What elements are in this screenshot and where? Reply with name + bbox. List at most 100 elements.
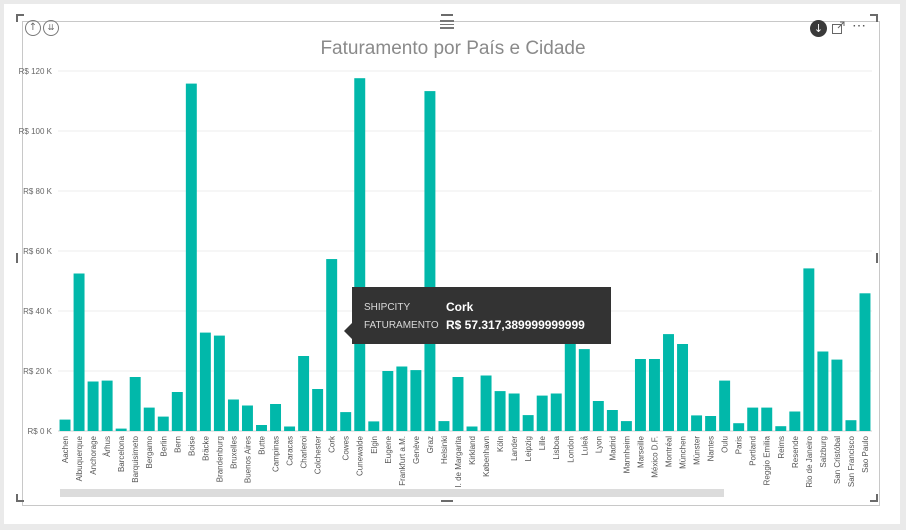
bar-madrid[interactable] bbox=[606, 410, 618, 431]
bar-caracas[interactable] bbox=[284, 426, 296, 432]
bar-charleroi[interactable] bbox=[298, 356, 310, 431]
bar-nantes[interactable] bbox=[705, 416, 717, 431]
bar-br-cke[interactable] bbox=[199, 332, 211, 431]
bar-campinas[interactable] bbox=[270, 404, 282, 431]
x-tick-label: Sao Paulo bbox=[861, 435, 870, 472]
x-tick-label: Köln bbox=[496, 436, 505, 452]
bar-lille[interactable] bbox=[536, 395, 548, 431]
x-tick-label: San Francisco bbox=[847, 435, 856, 487]
bar-barquisimeto[interactable] bbox=[129, 377, 141, 431]
bar-bern[interactable] bbox=[171, 392, 183, 431]
resize-handle-bottom-left[interactable] bbox=[16, 500, 24, 502]
bar-boise[interactable] bbox=[185, 83, 197, 431]
bar-berlin[interactable] bbox=[157, 416, 169, 431]
chart-visual-container[interactable] bbox=[22, 21, 880, 506]
x-tick-label: Lyon bbox=[594, 436, 603, 453]
bar-i-de-margarita[interactable] bbox=[452, 377, 464, 431]
x-tick-label: Bergamo bbox=[145, 435, 154, 468]
bar-graz[interactable] bbox=[424, 91, 436, 431]
resize-handle-top-right-v[interactable] bbox=[876, 14, 878, 22]
x-tick-label: Cork bbox=[328, 435, 337, 453]
bar-san-francisco[interactable] bbox=[845, 420, 857, 431]
bar-portland[interactable] bbox=[747, 407, 759, 431]
resize-handle-top[interactable] bbox=[441, 14, 453, 16]
x-tick-label: Marseille bbox=[636, 435, 645, 468]
bar-reggio-emilia[interactable] bbox=[761, 407, 773, 431]
bar-helsinki[interactable] bbox=[438, 421, 450, 431]
bar-london[interactable] bbox=[564, 336, 576, 432]
bar-k-ln[interactable] bbox=[494, 391, 506, 431]
drill-up-icon[interactable]: ↑ bbox=[25, 20, 41, 36]
bar-oulu[interactable] bbox=[719, 380, 731, 431]
bar-lander[interactable] bbox=[508, 393, 520, 432]
bar-frankfurt-a-m-[interactable] bbox=[396, 366, 408, 432]
bar-paris[interactable] bbox=[733, 423, 745, 431]
drill-down-all-icon[interactable]: ⇊ bbox=[43, 20, 59, 36]
bar-lyon[interactable] bbox=[592, 401, 604, 431]
resize-handle-right[interactable] bbox=[876, 253, 878, 263]
bar-cowes[interactable] bbox=[340, 412, 352, 431]
bar-m-nster[interactable] bbox=[691, 415, 703, 431]
bar-aachen[interactable] bbox=[59, 419, 71, 431]
drag-handle-icon[interactable] bbox=[440, 19, 454, 29]
bar-montr-al[interactable] bbox=[663, 334, 674, 431]
x-tick-label: Berlin bbox=[159, 436, 168, 456]
x-tick-label: Buenos Aires bbox=[243, 436, 252, 483]
y-tick-label: R$ 60 K bbox=[23, 247, 53, 256]
bar-salzburg[interactable] bbox=[817, 351, 829, 432]
drill-mode-icon[interactable]: ↓ bbox=[810, 20, 827, 37]
x-tick-label: Campinas bbox=[272, 436, 281, 472]
bar-sao-paulo[interactable] bbox=[859, 293, 871, 431]
bar-albuquerque[interactable] bbox=[73, 273, 85, 432]
bar-colchester[interactable] bbox=[312, 389, 324, 431]
bar-marseille[interactable] bbox=[634, 359, 646, 431]
x-tick-label: Bern bbox=[173, 436, 182, 453]
bar-rio-de-janeiro[interactable] bbox=[803, 268, 815, 431]
bar-mannheim[interactable] bbox=[620, 421, 632, 431]
x-tick-label: Portland bbox=[749, 436, 758, 466]
x-tick-label: Eugene bbox=[384, 435, 393, 463]
tooltip-value-shipcity: Cork bbox=[446, 300, 474, 314]
resize-handle-top-left-v[interactable] bbox=[16, 14, 18, 22]
bar-brandenburg[interactable] bbox=[213, 335, 225, 431]
more-options-icon[interactable]: ⋯ bbox=[852, 17, 867, 33]
resize-handle-bottom[interactable] bbox=[441, 500, 453, 502]
bar-reims[interactable] bbox=[775, 426, 787, 431]
bar-kirkland[interactable] bbox=[466, 426, 478, 432]
horizontal-scrollbar[interactable] bbox=[60, 489, 724, 497]
resize-handle-bottom-right-v[interactable] bbox=[876, 494, 878, 502]
bar-anchorage[interactable] bbox=[87, 381, 99, 432]
bar-elgin[interactable] bbox=[368, 421, 380, 431]
bar--rhus[interactable] bbox=[101, 380, 113, 431]
bar-san-crist-bal[interactable] bbox=[831, 359, 843, 431]
bar-eugene[interactable] bbox=[382, 371, 394, 431]
bar-bruxelles[interactable] bbox=[227, 399, 239, 432]
bar-m-xico-d-f-[interactable] bbox=[648, 359, 660, 431]
bar-leipzig[interactable] bbox=[522, 415, 534, 431]
resize-handle-left[interactable] bbox=[16, 253, 18, 263]
resize-handle-bottom-left-v[interactable] bbox=[16, 494, 18, 502]
tooltip-pointer bbox=[344, 323, 352, 339]
x-tick-label: Helsinki bbox=[440, 436, 449, 464]
bar-lule-[interactable] bbox=[578, 349, 590, 431]
bar-bergamo[interactable] bbox=[143, 407, 155, 431]
x-tick-label: Butte bbox=[258, 435, 267, 454]
bar-lisboa[interactable] bbox=[550, 393, 562, 432]
bar-m-nchen[interactable] bbox=[677, 344, 689, 431]
x-tick-label: México D.F. bbox=[650, 436, 659, 478]
resize-handle-top-left[interactable] bbox=[16, 14, 24, 16]
x-tick-label: Colchester bbox=[314, 436, 323, 475]
resize-handle-top-right[interactable] bbox=[870, 14, 878, 16]
focus-mode-icon[interactable] bbox=[832, 21, 845, 34]
bar-barcelona[interactable] bbox=[115, 428, 127, 431]
bar-gen-ve[interactable] bbox=[410, 370, 422, 431]
y-tick-label: R$ 80 K bbox=[23, 187, 53, 196]
x-tick-label: Caracas bbox=[286, 436, 295, 466]
bar-cunewalde[interactable] bbox=[354, 78, 366, 431]
bar-buenos-aires[interactable] bbox=[241, 405, 253, 432]
bar-resende[interactable] bbox=[789, 411, 801, 432]
bar-k-benhavn[interactable] bbox=[480, 375, 492, 432]
bar-butte[interactable] bbox=[256, 425, 267, 431]
bar-cork[interactable] bbox=[326, 259, 338, 431]
resize-handle-bottom-right[interactable] bbox=[870, 500, 878, 502]
